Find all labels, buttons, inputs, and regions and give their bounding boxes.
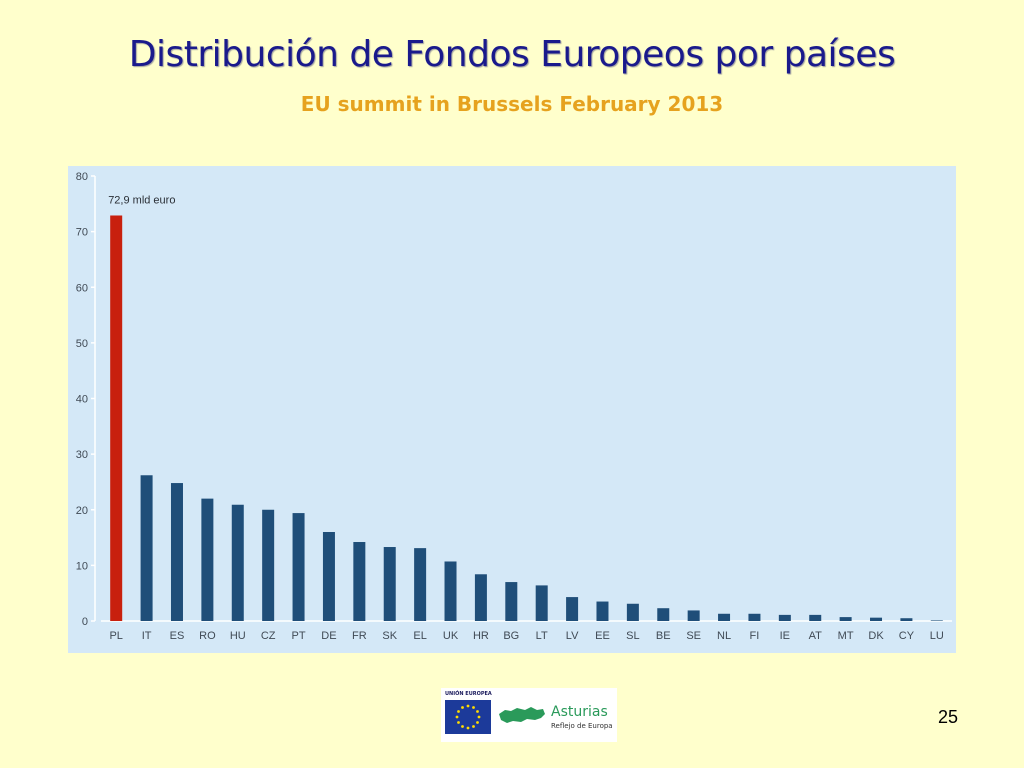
x-tick-label: CY	[899, 630, 915, 642]
x-tick-label: ES	[170, 630, 185, 642]
eu-flag-icon	[445, 700, 491, 734]
asturias-map-icon	[499, 707, 545, 723]
bar-mt	[839, 617, 852, 621]
y-tick-label: 70	[76, 227, 88, 239]
x-tick-label: EL	[413, 630, 426, 642]
y-tick-label: 60	[76, 282, 88, 294]
logo-eu-text: UNIÓN EUROPEA	[445, 691, 492, 697]
bar-lu	[930, 620, 943, 621]
bar-lv	[566, 597, 579, 621]
x-tick-label: HU	[230, 630, 246, 642]
bar-es	[170, 483, 183, 621]
y-tick-label: 50	[76, 338, 88, 350]
y-tick-label: 80	[76, 171, 88, 183]
y-tick-label: 40	[76, 394, 88, 406]
x-tick-label: LV	[566, 630, 579, 642]
bar-cy	[900, 618, 913, 621]
x-tick-label: BE	[656, 630, 671, 642]
x-tick-label: LT	[536, 630, 548, 642]
bar-fr	[353, 542, 366, 621]
bar-annotation: 72,9 mld euro	[108, 194, 175, 206]
bar-nl	[718, 613, 731, 621]
x-tick-label: SE	[686, 630, 701, 642]
y-tick-label: 0	[82, 616, 88, 628]
x-tick-label: NL	[717, 630, 731, 642]
bar-be	[657, 608, 670, 621]
bar-el	[414, 548, 427, 621]
bar-sl	[626, 603, 639, 621]
bar-hr	[474, 574, 487, 621]
x-tick-label: IT	[142, 630, 152, 642]
bar-bg	[505, 582, 518, 621]
eu-asturias-logo: UNIÓN EUROPEA Asturias Reflejo de Europa	[441, 688, 617, 742]
x-tick-label: BG	[503, 630, 519, 642]
bar-ro	[201, 498, 214, 621]
x-tick-label: IE	[780, 630, 790, 642]
bar-de	[322, 532, 335, 621]
bar-sk	[383, 547, 396, 621]
bar-cz	[262, 509, 275, 621]
y-tick-label: 30	[76, 449, 88, 461]
x-tick-label: RO	[199, 630, 216, 642]
bar-hu	[231, 504, 244, 621]
y-tick-label: 10	[76, 560, 88, 572]
x-tick-label: PL	[109, 630, 122, 642]
x-tick-label: DK	[868, 630, 884, 642]
x-tick-label: MT	[838, 630, 854, 642]
bar-pt	[292, 513, 305, 621]
y-tick-label: 20	[76, 505, 88, 517]
bar-fi	[748, 613, 761, 621]
x-tick-label: SL	[626, 630, 639, 642]
slide-subtitle: EU summit in Brussels February 2013	[300, 92, 724, 116]
x-tick-label: AT	[809, 630, 823, 642]
x-tick-label: CZ	[261, 630, 276, 642]
slide-title: Distribución de Fondos Europeos por país…	[128, 34, 896, 75]
page-number: 25	[938, 707, 959, 727]
x-tick-label: FI	[750, 630, 760, 642]
logo-brand-text: Asturias	[551, 704, 608, 720]
bar-it	[140, 475, 153, 621]
bar-pl	[110, 215, 123, 621]
x-tick-label: SK	[382, 630, 397, 642]
x-tick-label: LU	[930, 630, 944, 642]
x-tick-label: FR	[352, 630, 367, 642]
bar-ie	[778, 614, 791, 621]
bar-lt	[535, 585, 548, 621]
x-tick-label: DE	[321, 630, 336, 642]
bar-ee	[596, 601, 609, 621]
chart-area: 0 10 20 30 40 50 60 70 80 PL IT ES RO HU CZ PT DE FR SK EL U…	[68, 166, 956, 653]
bar-chart: 0 10 20 30 40 50 60 70 80 PL IT ES RO HU CZ PT DE FR SK EL U…	[76, 171, 952, 642]
x-tick-label: UK	[443, 630, 459, 642]
x-tick-label: PT	[292, 630, 306, 642]
bar-dk	[870, 617, 883, 621]
bar-se	[687, 610, 700, 621]
bar-uk	[444, 561, 457, 621]
logo-tagline-text: Reflejo de Europa	[551, 722, 613, 730]
bar-at	[809, 614, 822, 621]
x-tick-label: HR	[473, 630, 489, 642]
x-tick-label: EE	[595, 630, 610, 642]
